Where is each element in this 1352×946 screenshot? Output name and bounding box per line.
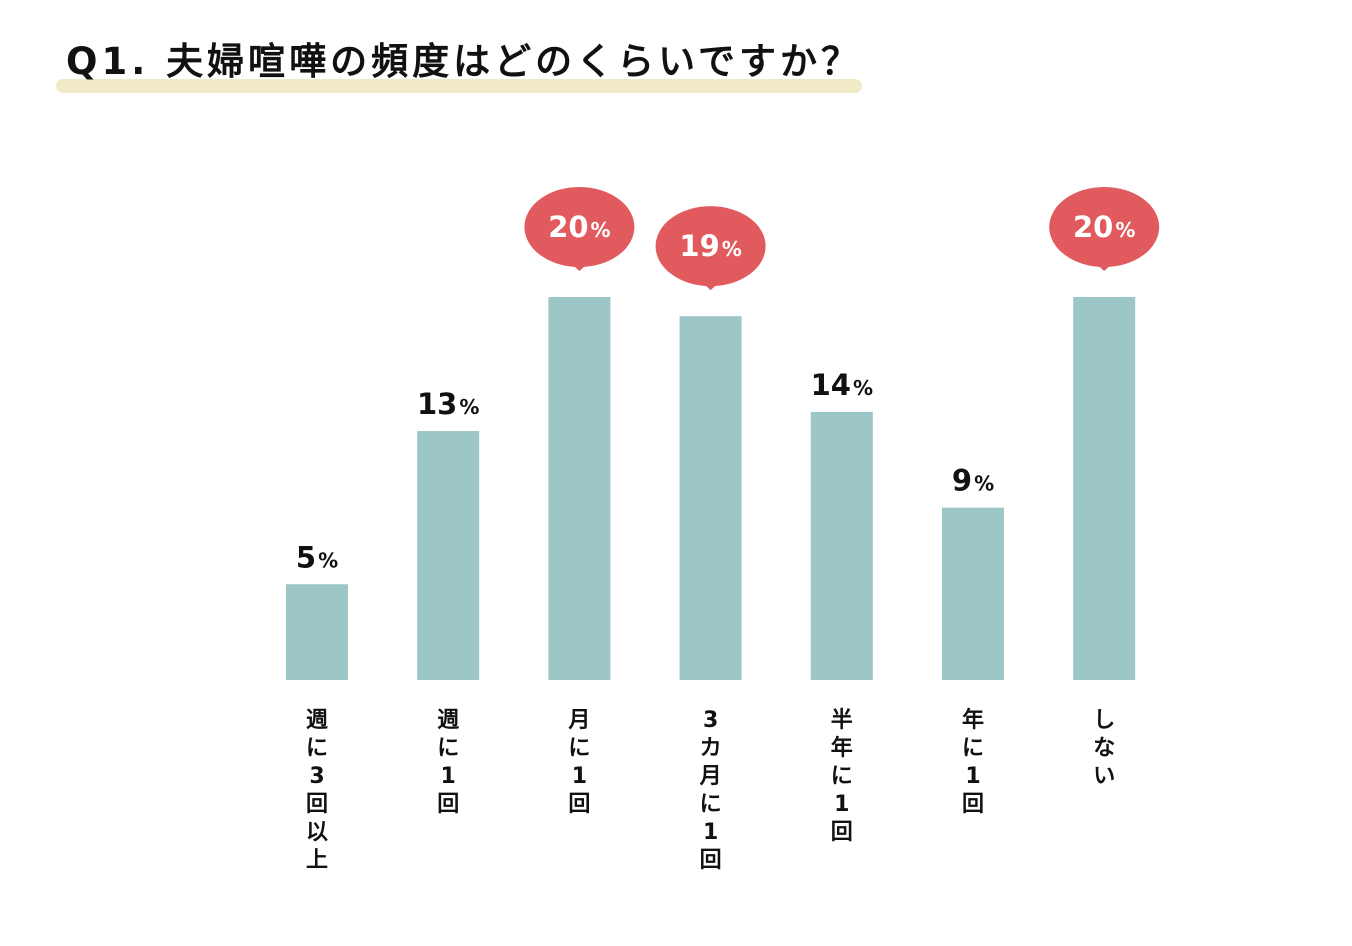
category-label-char: に (700, 792, 722, 817)
value-unit: % (722, 237, 742, 261)
category-label-char: 1 (965, 764, 980, 789)
speech-bubble-pointer (568, 261, 591, 271)
category-label-char: 3 (309, 764, 324, 789)
value-number: 9 (952, 464, 972, 498)
category-label-char: し (1093, 708, 1115, 733)
category-label-char: 年 (962, 707, 984, 733)
value-number: 14 (811, 368, 851, 402)
value-bubble: 20% (524, 187, 635, 271)
speech-bubble (524, 187, 635, 267)
value-unit: % (318, 548, 338, 572)
category-label-char: に (962, 736, 984, 761)
value-label: 20% (548, 210, 610, 244)
bar (417, 431, 480, 680)
category-label: 半年に 1 回 (831, 708, 853, 845)
category-label-char: 月 (699, 764, 722, 789)
category-label-char: 1 (441, 764, 456, 789)
category-label: 週に 1 回 (437, 708, 459, 817)
value-label: 5% (296, 540, 338, 574)
category-label-char: 週 (306, 708, 328, 733)
title-highlight-underline (56, 79, 862, 93)
category-label-char: 1 (703, 820, 718, 845)
category-label-char: 回 (306, 792, 328, 817)
chart-title-area: Q1. 夫婦喧嘩の頻度はどのくらいですか？ (0, 0, 1352, 130)
value-number: 5 (296, 540, 316, 574)
category-label-char: カ (700, 736, 722, 761)
speech-bubble (1049, 187, 1160, 267)
bar (679, 316, 742, 680)
category-label-char: に (306, 736, 328, 761)
category-label-char: 上 (306, 848, 328, 873)
value-label: 9% (952, 464, 994, 498)
category-label-char: 1 (572, 764, 587, 789)
category-label-char: 回 (831, 820, 853, 845)
page-title: Q1. 夫婦喧嘩の頻度はどのくらいですか？ (66, 40, 863, 83)
value-number: 19 (679, 229, 719, 263)
category-label-char: い (1093, 764, 1115, 789)
value-unit: % (1115, 218, 1135, 242)
category-label-char: 3 (703, 708, 718, 733)
category-label-char: 週 (437, 708, 459, 733)
category-label-char: 回 (568, 792, 590, 817)
speech-bubble-pointer (699, 280, 722, 291)
value-label: 20% (1073, 210, 1135, 244)
value-bubble: 20% (1049, 187, 1160, 271)
category-label-char: 月 (567, 708, 590, 733)
value-unit: % (459, 395, 479, 419)
value-unit: % (853, 376, 873, 400)
category-label-char: 回 (700, 848, 722, 873)
value-label: 19% (679, 229, 741, 263)
category-label-char: 回 (437, 792, 459, 817)
category-label-char: な (1093, 736, 1115, 761)
speech-bubble (655, 206, 766, 287)
category-label-char: に (568, 736, 590, 761)
category-label: 3 カ月に 1 回 (699, 708, 722, 873)
bar (548, 297, 611, 680)
category-label-char: 回 (962, 792, 984, 817)
value-number: 20 (1073, 210, 1113, 244)
value-bubble: 19% (655, 206, 766, 291)
bar (1073, 297, 1136, 680)
category-label: 週に 3 回以上 (306, 708, 328, 873)
bar (286, 584, 348, 680)
value-unit: % (974, 472, 994, 496)
category-label-char: に (437, 736, 459, 761)
category-label-char: に (831, 764, 853, 789)
value-number: 13 (417, 387, 457, 421)
category-label-char: 以 (306, 820, 328, 845)
value-number: 20 (548, 210, 588, 244)
category-label-char: 半 (831, 708, 853, 733)
value-unit: % (591, 218, 611, 242)
bar (810, 411, 873, 680)
speech-bubble-pointer (1093, 261, 1116, 271)
category-label: しない (1093, 708, 1115, 789)
category-label-char: 1 (834, 792, 849, 817)
value-label: 13% (417, 387, 479, 421)
bar (942, 507, 1004, 680)
value-label: 14% (811, 368, 873, 402)
category-label: 年に 1 回 (962, 707, 984, 817)
category-label-char: 年 (831, 735, 853, 761)
category-label: 月に 1 回 (567, 708, 590, 817)
